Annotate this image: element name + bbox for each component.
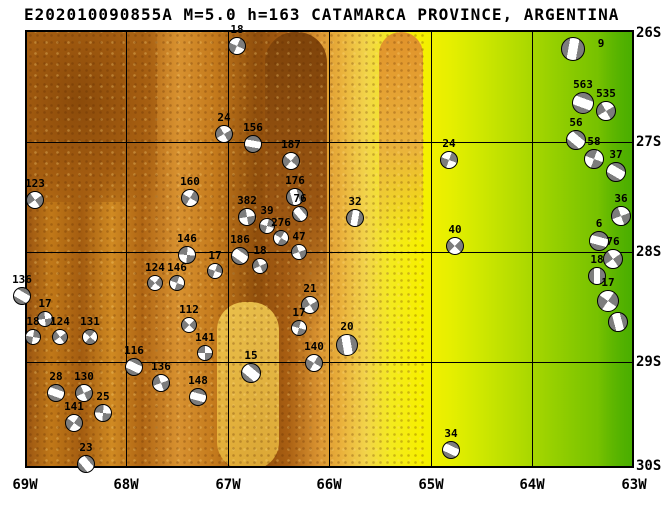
lat-tick-label: 26S <box>636 25 661 41</box>
parallel-gridline <box>25 142 634 143</box>
lon-tick-label: 65W <box>418 477 444 493</box>
lon-tick-label: 69W <box>12 477 38 493</box>
meridian-gridline <box>532 30 533 468</box>
lon-tick-label: 68W <box>113 477 139 493</box>
lat-tick-label: 30S <box>636 458 661 474</box>
lon-tick-label: 66W <box>316 477 342 493</box>
terrain-patch-northwest-highland <box>27 32 157 202</box>
parallel-gridline <box>25 362 634 363</box>
meridian-gridline <box>228 30 229 468</box>
meridian-gridline <box>126 30 127 468</box>
terrain-patch-orange-streak <box>379 32 423 242</box>
terrain-patch-east-plain <box>598 32 632 466</box>
parallel-gridline <box>25 252 634 253</box>
lat-tick-label: 28S <box>636 244 661 260</box>
meridian-gridline <box>329 30 330 468</box>
terrain-texture-overlay <box>27 32 427 466</box>
lon-tick-label: 63W <box>621 477 647 493</box>
terrain-patch-valley <box>217 302 279 466</box>
lon-tick-label: 67W <box>215 477 241 493</box>
lat-tick-label: 27S <box>636 134 661 150</box>
lon-tick-label: 64W <box>519 477 545 493</box>
page-title: E202010090855A M=5.0 h=163 CATAMARCA PRO… <box>24 5 620 24</box>
terrain-patch-andes-ridge <box>265 32 327 332</box>
meridian-gridline <box>431 30 432 468</box>
lat-tick-label: 29S <box>636 354 661 370</box>
